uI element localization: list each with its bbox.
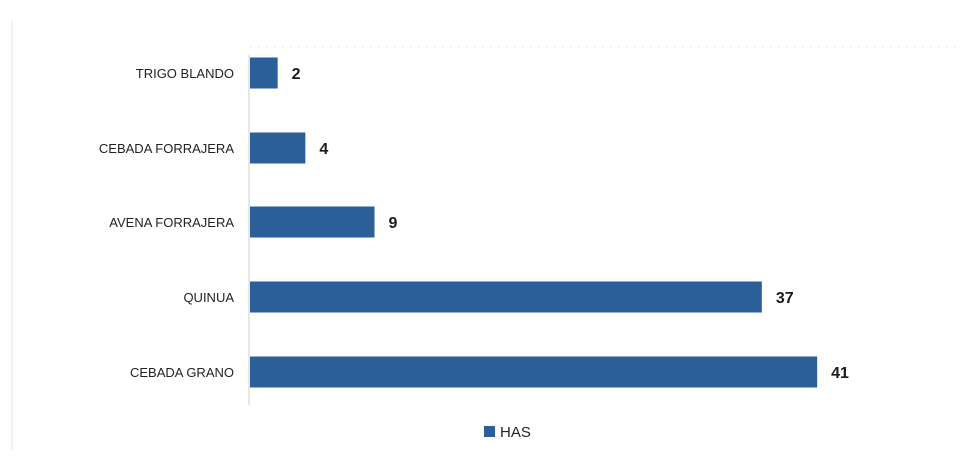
bar-trigo-blando: [250, 57, 278, 89]
data-label-avena-forrajera: 9: [389, 215, 398, 232]
bar-avena-forrajera: [250, 206, 375, 238]
category-label-cebada-forrajera: CEBADA FORRAJERA: [99, 141, 234, 156]
legend-swatch-has: [484, 426, 495, 437]
bars-layer: TRIGO BLANDO 2 CEBADA FORRAJERA 4 AVENA FORR…: [99, 57, 849, 388]
bar-quinua: [250, 281, 762, 313]
data-label-quinua: 37: [776, 290, 794, 307]
legend: HAS: [484, 424, 531, 441]
data-label-cebada-grano: 41: [831, 365, 849, 382]
data-label-trigo-blando: 2: [292, 66, 301, 83]
category-label-trigo-blando: TRIGO BLANDO: [136, 66, 234, 81]
bar-cebada-forrajera: [250, 132, 306, 164]
data-label-cebada-forrajera: 4: [319, 141, 328, 158]
legend-label-has: HAS: [500, 424, 531, 441]
category-label-avena-forrajera: AVENA FORRAJERA: [109, 215, 234, 230]
category-label-quinua: QUINUA: [183, 290, 234, 305]
category-label-cebada-grano: CEBADA GRANO: [130, 365, 234, 380]
bar-cebada-grano: [250, 356, 818, 388]
